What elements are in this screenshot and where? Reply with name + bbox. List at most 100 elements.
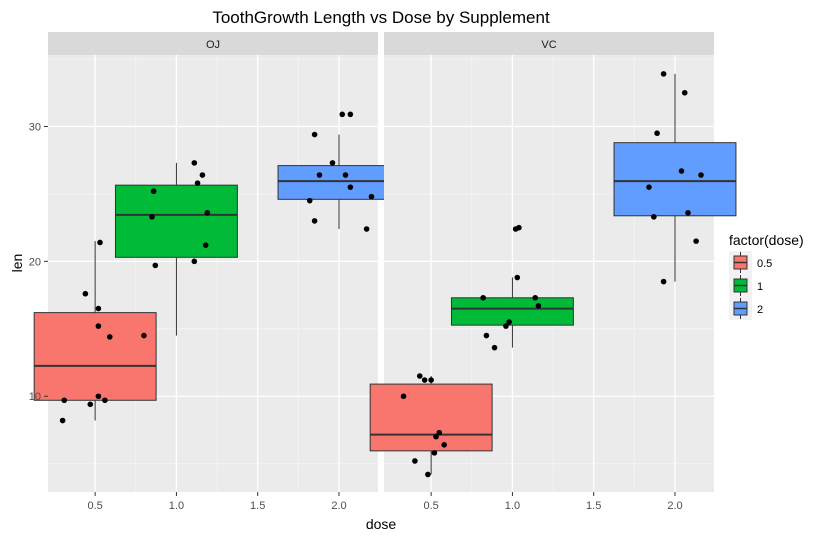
y-axis: 10 20 30 <box>29 121 48 403</box>
facet-label: VC <box>541 39 556 51</box>
data-point <box>194 180 201 186</box>
data-point <box>363 226 370 232</box>
data-point <box>678 168 685 174</box>
data-point <box>150 188 157 195</box>
data-point <box>681 89 688 96</box>
data-point <box>95 323 102 329</box>
facet-label: OJ <box>206 39 220 51</box>
data-point <box>368 193 375 200</box>
facet-strip <box>48 32 378 55</box>
box <box>114 184 238 258</box>
data-point <box>532 294 538 301</box>
x-tick-label: 1.5 <box>250 500 265 512</box>
facet-strip <box>384 32 714 55</box>
data-point <box>646 184 652 190</box>
data-point <box>95 305 102 312</box>
data-point <box>204 210 211 216</box>
y-tick-label: 30 <box>29 121 41 133</box>
data-point <box>535 303 542 309</box>
legend: factor(dose) 0.5 1 2 <box>729 232 804 320</box>
data-point <box>654 130 660 137</box>
data-point <box>191 160 198 166</box>
data-point <box>311 131 318 138</box>
legend-label: 2 <box>757 304 763 316</box>
data-point <box>82 290 89 297</box>
data-point <box>483 332 490 339</box>
box <box>369 383 493 452</box>
data-point <box>441 441 447 448</box>
data-point <box>95 393 102 400</box>
y-tick-label: 10 <box>29 391 41 403</box>
legend-label: 1 <box>757 281 763 293</box>
data-point <box>339 111 346 118</box>
legend-keys: 0.5 1 2 <box>729 251 772 320</box>
x-tick-label: 2.0 <box>331 500 346 512</box>
data-point <box>425 471 431 478</box>
legend-item: 1 <box>729 274 763 297</box>
x-axis-title: dose <box>366 516 397 532</box>
box <box>33 312 157 401</box>
panel-background <box>48 55 378 492</box>
data-point <box>141 332 147 339</box>
box <box>450 297 574 326</box>
box <box>613 142 737 217</box>
data-point <box>660 71 667 77</box>
box <box>277 165 401 200</box>
panel-vc: VC <box>369 32 737 492</box>
data-point <box>516 224 522 231</box>
data-point <box>342 172 349 178</box>
data-point <box>480 294 486 301</box>
legend-item: 0.5 <box>729 251 772 274</box>
x-axis: 0.5 1.0 1.5 2.0 0.5 1.0 1.5 2.0 <box>87 492 683 512</box>
data-point <box>491 344 498 351</box>
data-point <box>503 323 509 329</box>
data-point <box>651 214 657 220</box>
data-point <box>514 274 521 281</box>
data-point <box>202 242 209 248</box>
data-point <box>316 172 323 178</box>
legend-label: 0.5 <box>757 258 772 270</box>
legend-title: factor(dose) <box>729 232 804 248</box>
data-point <box>698 172 704 178</box>
data-point <box>412 458 418 464</box>
data-point <box>506 319 512 325</box>
data-point <box>87 401 94 408</box>
data-point <box>416 373 423 379</box>
data-point <box>61 397 68 404</box>
data-point <box>347 111 354 118</box>
facet-panels: OJ VC <box>33 32 737 492</box>
data-point <box>421 377 428 383</box>
data-point <box>428 377 434 383</box>
y-axis-title: len <box>9 254 25 273</box>
data-point <box>106 334 113 340</box>
data-point <box>306 197 313 204</box>
data-point <box>191 258 198 265</box>
panel-oj: OJ <box>33 32 401 492</box>
data-point <box>347 184 354 190</box>
chart-title: ToothGrowth Length vs Dose by Supplement <box>212 8 550 27</box>
x-tick-label: 2.0 <box>667 500 682 512</box>
data-point <box>199 172 206 178</box>
data-point <box>431 450 438 456</box>
data-point <box>400 393 407 400</box>
data-point <box>660 278 667 285</box>
x-tick-label: 1.0 <box>505 500 520 512</box>
data-point <box>311 218 318 224</box>
legend-item: 2 <box>729 297 763 320</box>
y-tick-label: 20 <box>29 256 41 268</box>
x-tick-label: 0.5 <box>87 500 102 512</box>
data-point <box>685 210 691 216</box>
data-point <box>152 262 159 269</box>
data-point <box>102 397 108 404</box>
data-point <box>149 214 155 220</box>
data-point <box>433 433 439 440</box>
x-tick-label: 1.5 <box>586 500 601 512</box>
data-point <box>329 160 336 166</box>
x-tick-label: 1.0 <box>169 500 184 512</box>
data-point <box>59 417 66 424</box>
data-point <box>436 429 443 436</box>
data-point <box>97 239 103 246</box>
data-point <box>693 238 699 244</box>
x-tick-label: 0.5 <box>423 500 438 512</box>
